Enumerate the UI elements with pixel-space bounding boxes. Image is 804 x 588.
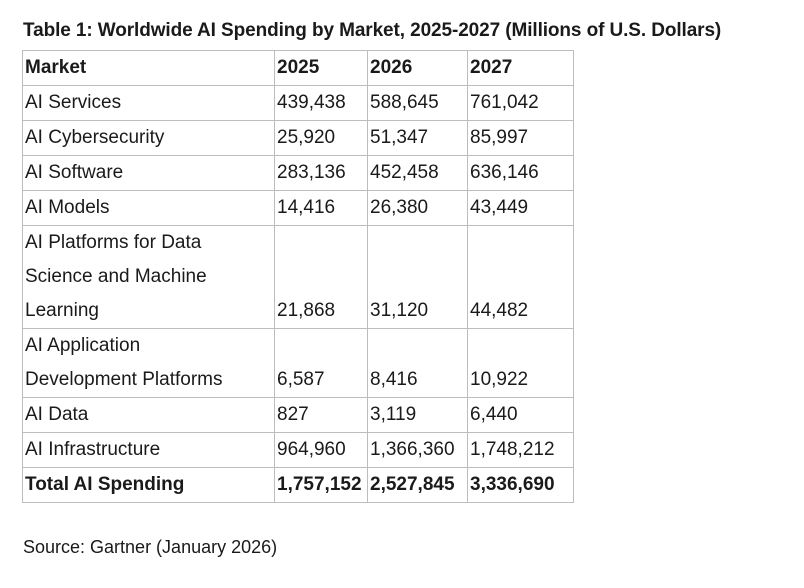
cell-market-text: AI Platforms for Data Science and Machin… bbox=[25, 232, 207, 321]
cell-2026: 8,416 bbox=[367, 328, 468, 398]
cell-2027: 43,449 bbox=[467, 190, 574, 226]
cell-total-2027: 3,336,690 bbox=[467, 467, 574, 503]
cell-2025: 283,136 bbox=[274, 155, 368, 191]
cell-market: AI Models bbox=[22, 190, 275, 226]
column-header-2025: 2025 bbox=[274, 50, 368, 86]
cell-2027: 761,042 bbox=[467, 85, 574, 121]
cell-2025: 964,960 bbox=[274, 432, 368, 468]
cell-total-2025: 1,757,152 bbox=[274, 467, 368, 503]
cell-total-label: Total AI Spending bbox=[22, 467, 275, 503]
column-header-2026: 2026 bbox=[367, 50, 468, 86]
cell-2027: 10,922 bbox=[467, 328, 574, 398]
cell-market: AI Software bbox=[22, 155, 275, 191]
table-row: AI Cybersecurity 25,920 51,347 85,997 bbox=[22, 120, 574, 156]
cell-market: AI Application Development Platforms bbox=[22, 328, 275, 398]
cell-market: AI Cybersecurity bbox=[22, 120, 275, 156]
cell-2026: 51,347 bbox=[367, 120, 468, 156]
column-header-2027: 2027 bbox=[467, 50, 574, 86]
source-note: Source: Gartner (January 2026) bbox=[23, 537, 278, 557]
cell-2026: 1,366,360 bbox=[367, 432, 468, 468]
cell-2027: 6,440 bbox=[467, 397, 574, 433]
cell-2025: 6,587 bbox=[274, 328, 368, 398]
cell-2025: 25,920 bbox=[274, 120, 368, 156]
table-row: AI Software 283,136 452,458 636,146 bbox=[22, 155, 574, 191]
spending-table: Market 2025 2026 2027 AI Services 439,43… bbox=[22, 50, 574, 503]
table-row: AI Models 14,416 26,380 43,449 bbox=[22, 190, 574, 226]
cell-total-2026: 2,527,845 bbox=[367, 467, 468, 503]
cell-2025: 14,416 bbox=[274, 190, 368, 226]
cell-2026: 588,645 bbox=[367, 85, 468, 121]
table-row: AI Infrastructure 964,960 1,366,360 1,74… bbox=[22, 432, 574, 468]
cell-market: AI Data bbox=[22, 397, 275, 433]
cell-2027: 44,482 bbox=[467, 225, 574, 329]
cell-2025: 439,438 bbox=[274, 85, 368, 121]
cell-market: AI Platforms for Data Science and Machin… bbox=[22, 225, 275, 329]
cell-market: AI Infrastructure bbox=[22, 432, 275, 468]
cell-2027: 85,997 bbox=[467, 120, 574, 156]
table-header-row: Market 2025 2026 2027 bbox=[22, 50, 574, 86]
cell-2026: 26,380 bbox=[367, 190, 468, 226]
cell-2025: 21,868 bbox=[274, 225, 368, 329]
table-row: AI Data 827 3,119 6,440 bbox=[22, 397, 574, 433]
cell-market-text: AI Application Development Platforms bbox=[25, 335, 223, 390]
cell-2026: 31,120 bbox=[367, 225, 468, 329]
table-title: Table 1: Worldwide AI Spending by Market… bbox=[23, 20, 722, 41]
table-row: AI Platforms for Data Science and Machin… bbox=[22, 225, 574, 329]
cell-market: AI Services bbox=[22, 85, 275, 121]
cell-2027: 1,748,212 bbox=[467, 432, 574, 468]
cell-2026: 452,458 bbox=[367, 155, 468, 191]
cell-2026: 3,119 bbox=[367, 397, 468, 433]
column-header-market: Market bbox=[22, 50, 275, 86]
table-row: AI Application Development Platforms 6,5… bbox=[22, 328, 574, 398]
cell-2027: 636,146 bbox=[467, 155, 574, 191]
table-row: AI Services 439,438 588,645 761,042 bbox=[22, 85, 574, 121]
cell-2025: 827 bbox=[274, 397, 368, 433]
table-total-row: Total AI Spending 1,757,152 2,527,845 3,… bbox=[22, 467, 574, 503]
